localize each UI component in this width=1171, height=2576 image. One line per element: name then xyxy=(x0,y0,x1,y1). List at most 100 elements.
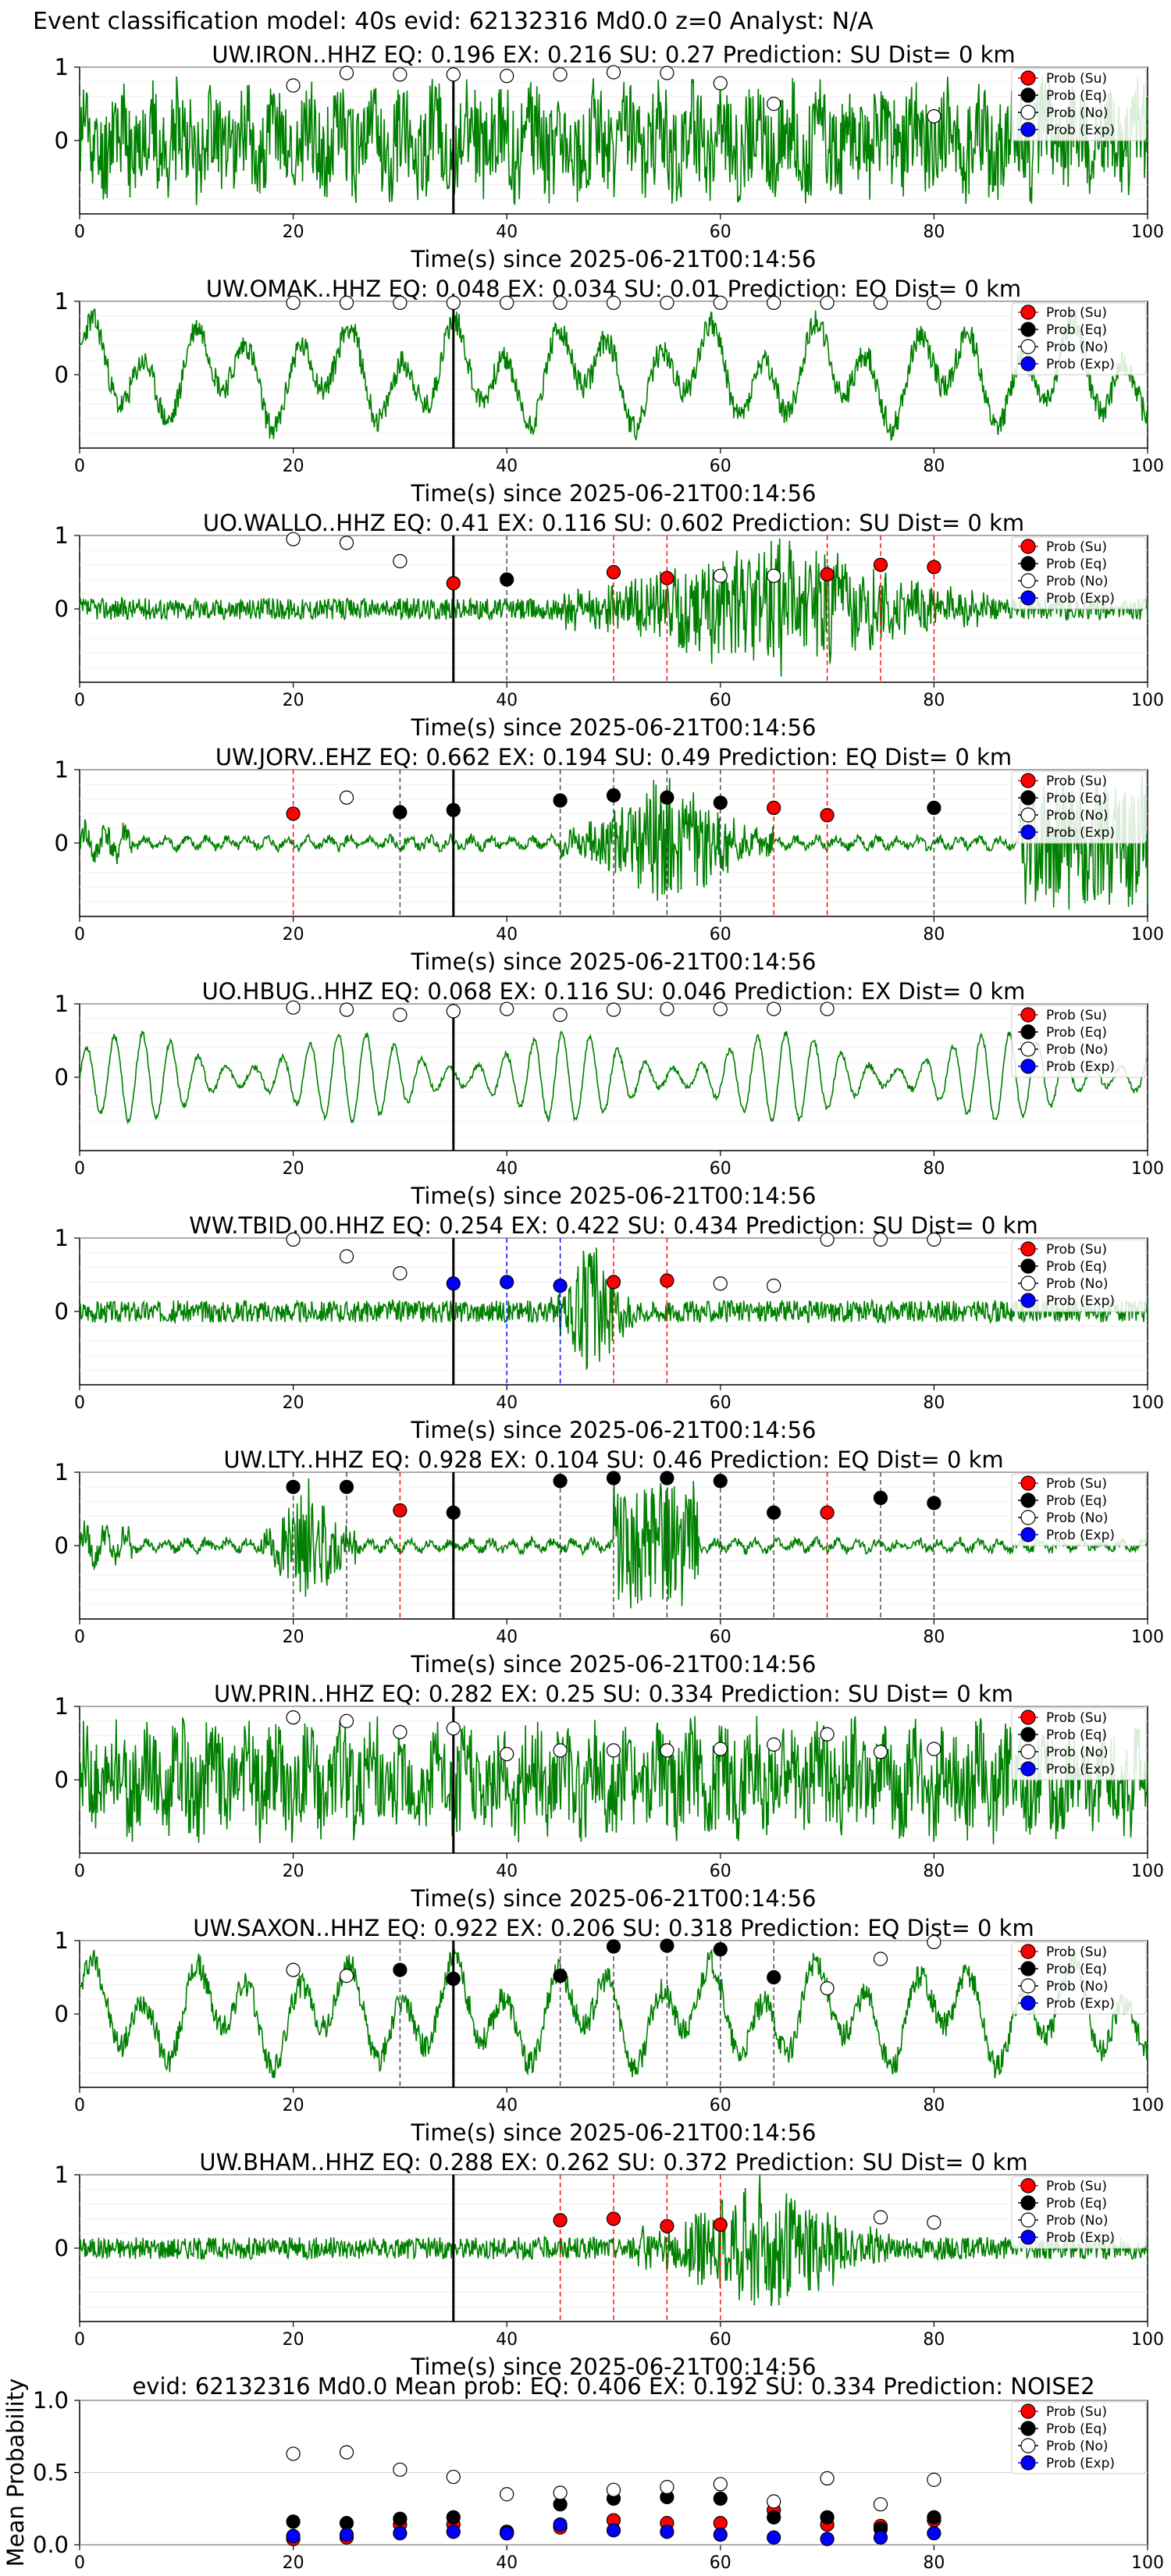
prob-marker-eq xyxy=(927,800,941,815)
x-tick-label: 0 xyxy=(74,2330,85,2350)
prob-marker-eq xyxy=(606,1939,621,1954)
y-tick-label: 1 xyxy=(55,1225,69,1251)
x-tick-label: 40 xyxy=(496,925,518,945)
prob-marker-no xyxy=(767,1002,781,1016)
x-tick-label: 100 xyxy=(1131,1862,1164,1881)
legend-frame xyxy=(1011,770,1147,844)
legend-marker xyxy=(1020,807,1036,823)
legend-label: Prob (Exp) xyxy=(1046,123,1115,138)
legend-marker xyxy=(1020,1475,1036,1491)
mean-prob-no xyxy=(927,2472,941,2487)
legend: Prob (Su)Prob (Eq)Prob (No)Prob (Exp) xyxy=(1011,1707,1147,1781)
prob-marker-eq xyxy=(500,572,514,587)
legend-marker xyxy=(1020,1007,1036,1023)
mean-prob-exp xyxy=(820,2532,835,2546)
mean-prob-exp xyxy=(927,2526,941,2541)
x-tick-label: 60 xyxy=(710,1393,731,1413)
prob-marker-no xyxy=(446,1721,461,1736)
legend-label: Prob (Eq) xyxy=(1046,1962,1107,1977)
x-tick-label: 0 xyxy=(74,222,85,242)
prob-marker-no xyxy=(339,1249,354,1264)
mean-prob-no xyxy=(713,2477,728,2492)
prob-marker-no xyxy=(446,1004,461,1019)
x-tick-label: 60 xyxy=(710,457,731,476)
prob-marker-no xyxy=(339,66,354,80)
prob-marker-no xyxy=(767,568,781,583)
prob-marker-su xyxy=(660,1273,674,1288)
legend-marker xyxy=(1020,1761,1036,1777)
x-tick-label: 60 xyxy=(710,2553,731,2573)
y-tick-label: 1 xyxy=(55,756,69,783)
waveform-panel: 0 20 40 60 80 100 0 1 xyxy=(55,54,1164,242)
panel-title: UW.JORV..EHZ EQ: 0.662 EX: 0.194 SU: 0.4… xyxy=(215,744,1012,770)
prob-marker-no xyxy=(873,1745,888,1759)
x-tick-label: 20 xyxy=(283,457,304,476)
legend-marker xyxy=(1020,2403,1036,2419)
waveform-panel: 0 20 40 60 80 100 0 1 xyxy=(55,756,1164,945)
prob-marker-no xyxy=(393,1724,408,1739)
legend-marker xyxy=(1020,1961,1036,1976)
prob-marker-eq xyxy=(660,1938,674,1953)
legend-marker xyxy=(1020,539,1036,554)
legend: Prob (Su)Prob (Eq)Prob (No)Prob (Exp) xyxy=(1011,1473,1147,1546)
prob-marker-su xyxy=(767,800,781,815)
waveform-panel: 0 20 40 60 80 100 0 1 xyxy=(55,1927,1164,2115)
prob-marker-no xyxy=(927,2215,941,2230)
prob-marker-no xyxy=(286,1232,301,1247)
prob-marker-no xyxy=(713,1742,728,1756)
mean-prob-exp xyxy=(713,2527,728,2542)
prob-marker-no xyxy=(660,1743,674,1758)
mean-prob-eq xyxy=(713,2491,728,2506)
legend-marker xyxy=(1020,1276,1036,1291)
x-tick-label: 80 xyxy=(923,1159,945,1179)
legend-marker xyxy=(1020,356,1036,372)
x-tick-label: 40 xyxy=(496,2096,518,2115)
waveform-trace xyxy=(79,1030,1148,1125)
prob-marker-no xyxy=(927,295,941,310)
x-tick-label: 20 xyxy=(283,2096,304,2115)
x-tick-label: 40 xyxy=(496,2553,518,2573)
x-axis-label: Time(s) since 2025-06-21T00:14:56 xyxy=(411,2119,817,2146)
legend-label: Prob (Exp) xyxy=(1046,1293,1115,1309)
legend: Prob (Su)Prob (Eq)Prob (No)Prob (Exp) xyxy=(1011,302,1147,375)
x-axis-label: Time(s) since 2025-06-21T00:14:56 xyxy=(411,1417,817,1443)
mean-prob-exp xyxy=(660,2524,674,2539)
x-tick-label: 20 xyxy=(283,1393,304,1413)
legend-label: Prob (Su) xyxy=(1046,2179,1107,2194)
prob-marker-no xyxy=(393,1007,408,1023)
prob-marker-no xyxy=(286,532,301,546)
legend-label: Prob (Exp) xyxy=(1046,1996,1115,2012)
legend-marker xyxy=(1020,1710,1036,1725)
legend-label: Prob (No) xyxy=(1046,2439,1109,2454)
prob-marker-eq xyxy=(927,1496,941,1510)
legend-marker xyxy=(1020,2438,1036,2453)
y-tick-label: 1 xyxy=(55,522,69,549)
mean-prob-no xyxy=(767,2494,781,2509)
prob-marker-no xyxy=(339,535,354,550)
prob-marker-su xyxy=(606,2211,621,2226)
prob-marker-no xyxy=(713,1002,728,1016)
legend: Prob (Su)Prob (Eq)Prob (No)Prob (Exp) xyxy=(1011,2401,1147,2475)
x-tick-label: 40 xyxy=(496,1862,518,1881)
y-tick-label: 1 xyxy=(55,1459,69,1485)
panel-title: UW.BHAM..HHZ EQ: 0.288 EX: 0.262 SU: 0.3… xyxy=(199,2149,1027,2176)
prob-marker-no xyxy=(927,1934,941,1949)
y-tick-label: 1.0 xyxy=(33,2387,69,2414)
prob-marker-eq xyxy=(393,1962,408,1977)
legend-label: Prob (Su) xyxy=(1046,71,1107,87)
legend-label: Prob (Su) xyxy=(1046,1476,1107,1492)
x-tick-label: 20 xyxy=(283,1159,304,1179)
prob-marker-eq xyxy=(553,793,568,808)
legend-label: Prob (Eq) xyxy=(1046,1025,1107,1041)
prob-marker-eq xyxy=(713,795,728,810)
prob-marker-no xyxy=(767,96,781,112)
prob-marker-no xyxy=(553,67,568,82)
legend-marker xyxy=(1020,2229,1036,2245)
legend-label: Prob (Eq) xyxy=(1046,1259,1107,1275)
summary-panel: 0 20 40 60 80 100 0.0 0.5 1.0 xyxy=(33,2387,1164,2573)
legend-label: Prob (Exp) xyxy=(1046,1528,1115,1543)
prob-marker-exp xyxy=(553,1278,568,1293)
x-tick-label: 100 xyxy=(1131,457,1164,476)
mean-prob-no xyxy=(286,2446,301,2461)
